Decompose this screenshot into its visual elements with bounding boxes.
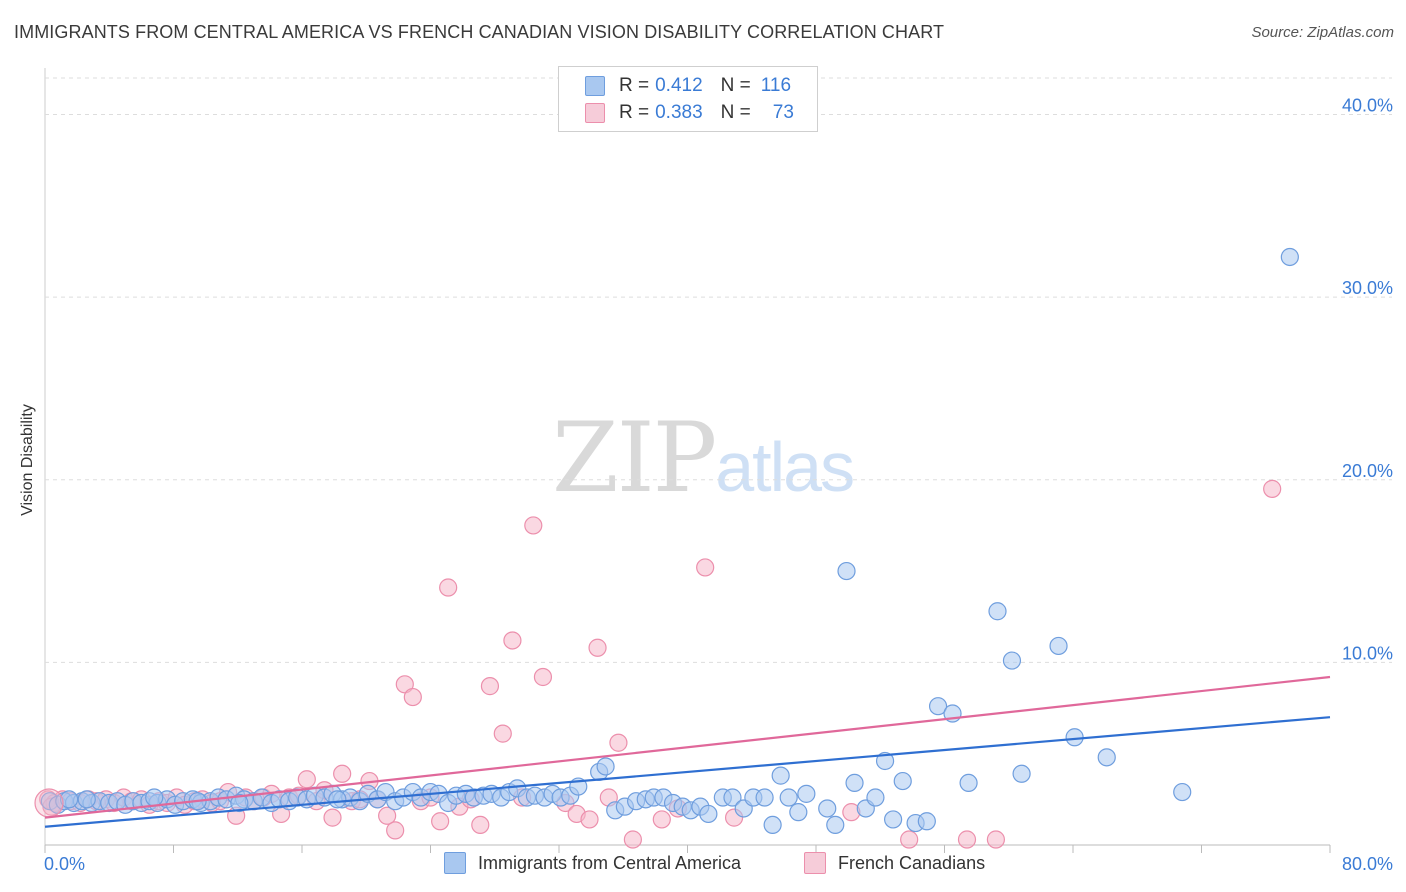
blue-point: [845, 773, 864, 793]
pink-point: [986, 830, 1006, 849]
chart-source: Source: ZipAtlas.com: [1251, 24, 1394, 41]
watermark: ZIPatlas: [552, 402, 855, 514]
n-value: 116: [760, 75, 792, 96]
blue-point: [59, 790, 79, 809]
pink-point: [431, 812, 450, 831]
n-label: N =: [720, 75, 751, 96]
legend-swatch-blue: [444, 852, 466, 874]
blue-point: [1173, 782, 1192, 802]
blue-point: [826, 815, 845, 835]
pink-point: [378, 806, 397, 825]
pink-point: [333, 764, 352, 783]
watermark-atlas: atlas: [715, 428, 855, 506]
watermark-zip: ZIP: [552, 402, 717, 514]
blue-point: [328, 790, 347, 809]
n-value: 73: [772, 102, 794, 123]
pink-point: [403, 687, 422, 707]
blue-point: [1097, 748, 1116, 767]
y-tick-label: 30.0%: [1342, 278, 1393, 298]
legend-label-french-canadians: French Canadians: [838, 852, 986, 873]
pink-point: [623, 830, 642, 849]
pink-point: [900, 830, 919, 849]
blue-point: [883, 810, 903, 829]
blue-point: [1049, 636, 1068, 656]
blue-point: [755, 788, 774, 807]
pink-point: [395, 675, 414, 694]
blue-point: [797, 784, 816, 803]
blue-point: [596, 757, 615, 776]
chart-title: IMMIGRANTS FROM CENTRAL AMERICA VS FRENC…: [14, 22, 945, 42]
y-tick-label: 10.0%: [1342, 643, 1393, 663]
pink-point: [1263, 479, 1282, 498]
blue-point: [866, 788, 885, 807]
n-label: N =: [720, 102, 751, 123]
stats-legend: R = 0.412 N = 116 R = 0.383 N = 73: [558, 66, 818, 132]
blue-point: [1065, 728, 1084, 747]
blue-point: [723, 788, 742, 807]
pink-point: [588, 638, 607, 657]
pink-point: [503, 631, 522, 650]
legend-swatch-blue: [585, 76, 605, 96]
stats-legend-row-2: R = 0.383 N = 73: [585, 100, 794, 126]
blue-point: [763, 815, 782, 835]
blue-point: [928, 697, 948, 716]
pink-point: [323, 808, 342, 827]
blue-point: [1002, 651, 1022, 670]
pink-trend-line: [44, 675, 1331, 819]
blue-point: [893, 771, 912, 791]
pink-point: [609, 733, 628, 752]
pink-point: [493, 724, 512, 743]
y-tick-label: 40.0%: [1342, 96, 1393, 116]
pink-point: [386, 821, 405, 840]
r-label: R =: [619, 102, 650, 123]
r-value: 0.383: [655, 102, 703, 123]
blue-point: [230, 793, 249, 813]
pink-point: [297, 770, 316, 789]
blue-trend-line: [44, 716, 1331, 828]
stats-legend-row-1: R = 0.412 N = 116: [585, 73, 791, 99]
r-label: R =: [619, 75, 650, 96]
blue-point: [818, 799, 837, 818]
blue-point: [917, 812, 936, 831]
blue-point: [779, 788, 798, 807]
blue-point: [959, 773, 978, 793]
legend-item-central-america: Immigrants from Central America: [444, 852, 741, 874]
pink-point: [652, 810, 671, 829]
blue-point: [77, 790, 96, 809]
pink-point: [524, 516, 543, 535]
blue-point: [988, 602, 1007, 621]
x-tick-label: 0.0%: [44, 854, 85, 874]
blue-point: [1012, 764, 1031, 783]
blue-point: [771, 766, 790, 785]
legend-swatch-pink: [804, 852, 826, 874]
blue-point: [837, 561, 856, 581]
pink-point: [696, 558, 715, 577]
pink-point: [533, 667, 553, 687]
legend-label-central-america: Immigrants from Central America: [478, 852, 742, 873]
x-tick-label: 80.0%: [1342, 854, 1393, 874]
pink-point: [580, 810, 599, 829]
legend-item-french-canadians: French Canadians: [804, 852, 985, 874]
blue-point: [699, 804, 718, 824]
pink-point: [957, 830, 977, 849]
pink-point: [439, 578, 458, 597]
r-value: 0.412: [655, 75, 703, 96]
y-tick-label: 20.0%: [1342, 461, 1393, 481]
blue-point: [875, 751, 895, 771]
blue-point: [1280, 247, 1299, 267]
pink-point: [480, 677, 500, 696]
legend-swatch-pink: [585, 103, 605, 123]
pink-point: [471, 815, 490, 835]
blue-point: [789, 803, 808, 822]
blue-point: [145, 788, 164, 807]
pink-point-cluster: [34, 788, 64, 818]
